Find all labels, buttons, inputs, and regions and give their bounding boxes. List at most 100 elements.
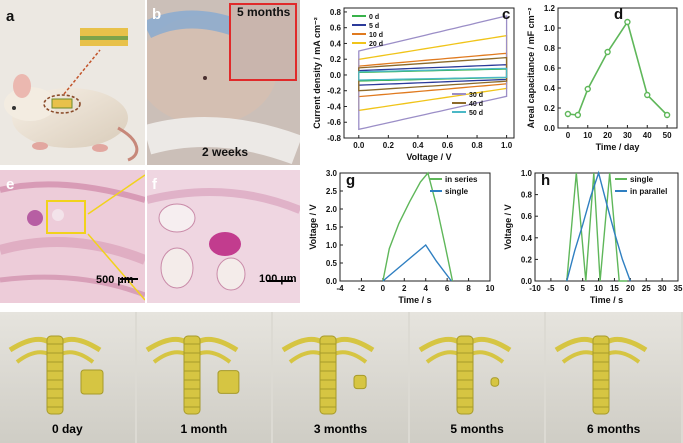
y-axis-label: Voltage / V — [503, 204, 513, 249]
zoom-box — [46, 200, 86, 234]
ct-caption: 3 months — [313, 422, 368, 436]
y-axis-label: Voltage / V — [308, 204, 318, 249]
y-tick-label: 0.0 — [521, 277, 533, 286]
x-tick-label: -5 — [547, 284, 555, 293]
rib — [606, 336, 648, 353]
x-tick-label: 25 — [642, 284, 651, 293]
x-tick-label: 30 — [658, 284, 667, 293]
y-tick-label: -0.4 — [327, 102, 341, 111]
y-tick-label: 0.6 — [544, 64, 556, 73]
x-tick-label: 8 — [466, 284, 471, 293]
ct-render — [145, 335, 239, 415]
x-tick-label: 10 — [583, 131, 592, 140]
x-tick-label: 0 — [381, 284, 386, 293]
inset-time-label: 5 months — [237, 5, 291, 19]
x-tick-label: 0.6 — [442, 141, 454, 150]
capacitance-point — [604, 48, 611, 56]
legend-label: 20 d — [369, 41, 383, 48]
x-tick-label: 0.4 — [412, 141, 424, 150]
legend-label: in parallel — [630, 187, 667, 196]
rib — [418, 336, 461, 353]
y-tick-label: 0.5 — [326, 259, 338, 268]
x-tick-label: 5 — [580, 284, 585, 293]
gcd-curve-single — [566, 172, 628, 282]
legend-label: 50 d — [469, 110, 483, 117]
x-tick-label: 6 — [445, 284, 450, 293]
ct-tile: 1 month — [136, 312, 272, 443]
rib — [606, 350, 641, 364]
capacitance-point — [644, 91, 651, 99]
cv-curve-30-d — [358, 15, 508, 131]
rib — [15, 350, 50, 364]
histology-e — [0, 170, 145, 303]
y-axis-label: Areal capacitance / mF cm⁻² — [526, 8, 536, 129]
scalebar-f: 100 µm — [259, 273, 297, 285]
y-tick-label: 0.8 — [521, 191, 533, 200]
x-tick-label: 20 — [603, 131, 612, 140]
ct-tile: 6 months — [546, 312, 681, 443]
cv-curve-50-d — [358, 67, 508, 81]
y-tick-label: 0.0 — [326, 277, 338, 286]
spine — [592, 335, 610, 415]
y-tick-label: 1.0 — [544, 24, 556, 33]
ct-render — [8, 335, 104, 415]
ct-tile: 0 day — [0, 312, 135, 443]
plot-frame — [343, 7, 515, 139]
rib — [8, 336, 51, 353]
x-tick-label: 0.8 — [471, 141, 483, 150]
inset-photo — [229, 3, 297, 81]
legend-label: single — [630, 175, 654, 184]
rib — [333, 350, 368, 364]
x-tick-label: -4 — [336, 284, 344, 293]
legend-label: 30 d — [469, 92, 483, 99]
y-tick-label: 2.5 — [326, 187, 338, 196]
x-tick-label: 35 — [674, 284, 683, 293]
y-tick-label: 0.4 — [521, 234, 533, 243]
y-tick-label: 1.0 — [521, 169, 533, 178]
x-tick-label: -10 — [529, 284, 541, 293]
y-tick-label: -0.6 — [327, 118, 341, 127]
y-tick-label: 0.2 — [330, 55, 342, 64]
y-tick-label: -0.2 — [327, 87, 341, 96]
panel-label-a: a — [6, 8, 15, 25]
spine — [456, 335, 474, 415]
ct-caption: 0 day — [51, 422, 83, 436]
panel-label-f: f — [152, 176, 157, 193]
rib — [196, 336, 238, 353]
x-axis-label: Time / s — [590, 295, 623, 305]
plot-frame — [557, 7, 678, 129]
y-tick-label: 0.6 — [330, 24, 342, 33]
gcd-curve-single — [382, 243, 452, 282]
panel-h: -10 -5 0 5 10 15 20 25 30 35 0.0 0.2 0.4 0.6 0.8 1.0 Tim… — [497, 165, 683, 310]
chart-h: -10 -5 0 5 10 15 20 25 30 35 0.0 0.2 0.4 0.6 0.8 1.0 Tim… — [503, 169, 683, 305]
spine — [183, 335, 201, 415]
y-tick-label: 0.4 — [544, 84, 556, 93]
y-tick-label: 0.8 — [544, 44, 556, 53]
panel-c: 0.0 0.2 0.4 0.6 0.8 1.0 -0.8 -0.6 -0.4 -0.2 0.0 0.2… — [302, 0, 520, 165]
chart-g: -4 -2 0 2 4 6 8 10 0.0 0.5 1.0 1.5 2.0 2.5 3.0 Time / s… — [308, 169, 495, 305]
panel-label-d: d — [614, 6, 624, 23]
capacitance-point — [663, 111, 671, 119]
implant — [490, 377, 499, 387]
x-tick-label: 50 — [663, 131, 672, 140]
histology-f — [147, 170, 300, 303]
y-tick-label: 0.2 — [521, 255, 533, 264]
spine — [46, 335, 64, 415]
main-time-label: 2 weeks — [202, 145, 249, 159]
ct-render — [418, 335, 512, 415]
rib — [145, 336, 187, 353]
y-tick-label: 0.0 — [544, 124, 556, 133]
x-tick-label: 10 — [486, 284, 495, 293]
rib — [425, 350, 460, 364]
rib — [152, 350, 187, 364]
panel-label-h: h — [541, 172, 551, 189]
x-tick-label: 0 — [565, 284, 570, 293]
ct-render — [555, 335, 648, 415]
ct-caption: 5 months — [450, 422, 504, 436]
x-axis-label: Time / s — [398, 295, 431, 305]
y-tick-label: 2.0 — [326, 205, 338, 214]
x-tick-label: 4 — [423, 284, 428, 293]
panel-label-g: g — [346, 172, 356, 189]
panel-d: 0 10 20 30 40 50 0.0 0.2 0.4 0.6 0.8 1.0 1.2 Time / d… — [522, 0, 683, 165]
panel-f: f 100 µm — [147, 170, 300, 303]
